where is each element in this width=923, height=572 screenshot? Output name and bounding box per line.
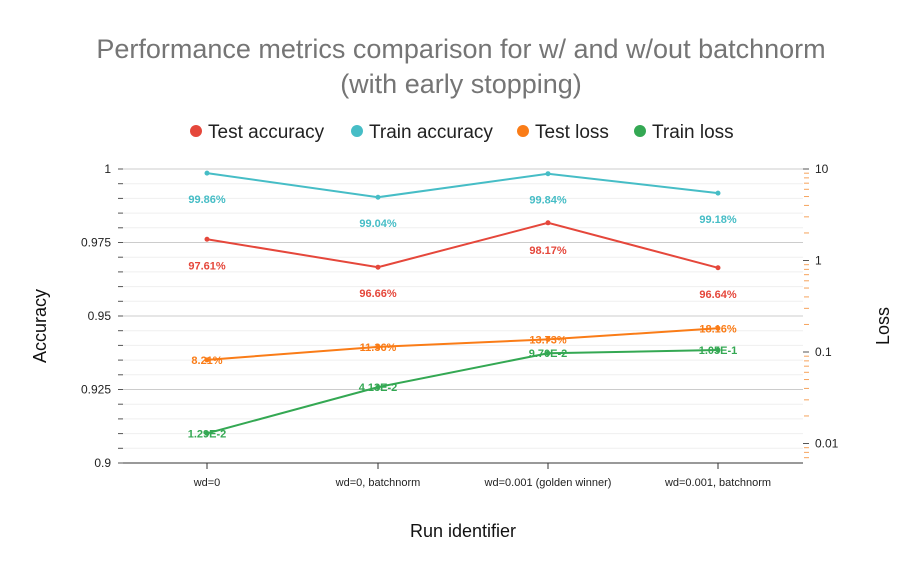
chart-title-line1: Performance metrics comparison for w/ an… — [96, 34, 825, 64]
series-line-test-loss — [206, 327, 719, 361]
y2-tick-label: 10 — [815, 162, 829, 176]
data-point — [715, 190, 721, 196]
legend: Test accuracy Train accuracy Test loss Trai… — [190, 122, 734, 143]
data-point — [204, 170, 210, 176]
y2-tick-label: 0.01 — [815, 437, 839, 451]
chart-title-line2: (with early stopping) — [340, 69, 582, 99]
data-point — [715, 265, 721, 271]
data-label: 1.05E-1 — [699, 345, 738, 357]
series-lines — [204, 170, 721, 436]
legend-label: Train loss — [652, 122, 734, 143]
y2-tick-label: 0.1 — [815, 345, 832, 359]
data-point — [715, 347, 721, 353]
legend-marker — [634, 125, 646, 137]
data-label: 13.73% — [529, 334, 567, 346]
y-tick-label: 0.95 — [88, 309, 112, 323]
data-point — [545, 350, 551, 356]
legend-marker — [351, 125, 363, 137]
data-point — [375, 264, 381, 270]
series-line-train-accuracy — [206, 172, 719, 199]
x-axis-title: Run identifier — [410, 521, 516, 541]
data-label: 99.84% — [529, 195, 567, 207]
x-tick-label: wd=0, batchnorm — [335, 477, 421, 489]
data-point — [545, 171, 551, 177]
data-point — [204, 430, 210, 436]
y-tick-label: 1 — [104, 162, 111, 176]
data-label: 99.04% — [359, 218, 397, 230]
data-point — [375, 194, 381, 200]
series-line-test-accuracy — [206, 221, 719, 269]
y-tick-label: 0.975 — [81, 236, 111, 250]
legend-marker — [190, 125, 202, 137]
data-label: 96.64% — [699, 289, 737, 301]
data-label: 99.18% — [699, 214, 737, 226]
legend-label: Test loss — [535, 122, 609, 143]
data-label: 1.29E-2 — [188, 428, 227, 440]
data-label: 4.13E-2 — [359, 382, 398, 394]
x-tick-label: wd=0 — [193, 477, 221, 489]
x-tick-label: wd=0.001, batchnorm — [664, 477, 771, 489]
data-label: 8.21% — [191, 355, 222, 367]
data-point — [545, 336, 551, 342]
data-label: 96.66% — [359, 288, 397, 300]
data-label: 9.70E-2 — [529, 348, 568, 360]
data-label: 11.36% — [360, 342, 397, 354]
axes: 0.9 0.925 0.95 0.975 1 0.01 0.1 1 10 wd=0 wd=0, ba… — [81, 162, 839, 489]
y2-tick-label: 1 — [815, 254, 822, 268]
data-point — [545, 220, 551, 226]
data-point — [204, 236, 210, 242]
x-tick-label: wd=0.001 (golden winner) — [484, 477, 612, 489]
series-line-train-loss — [206, 349, 719, 435]
y-tick-label: 0.925 — [81, 383, 111, 397]
legend-marker — [517, 125, 529, 137]
data-point — [715, 325, 721, 331]
data-labels: 97.61% 96.66% 98.17% 96.64% 99.86% 99.04% 99.8… — [188, 194, 738, 440]
data-label: 98.17% — [529, 245, 567, 257]
y-tick-label: 0.9 — [94, 456, 111, 470]
gridlines — [123, 168, 803, 464]
data-label: 18.16% — [699, 323, 737, 335]
data-point — [375, 344, 381, 350]
legend-label: Train accuracy — [369, 122, 493, 143]
data-label: 97.61% — [188, 260, 226, 272]
y-axis-title: Accuracy — [30, 289, 50, 363]
data-label: 99.86% — [188, 194, 226, 206]
y2-axis-title: Loss — [873, 307, 893, 345]
data-point — [204, 357, 210, 363]
data-point — [375, 384, 381, 390]
legend-label: Test accuracy — [208, 122, 325, 143]
